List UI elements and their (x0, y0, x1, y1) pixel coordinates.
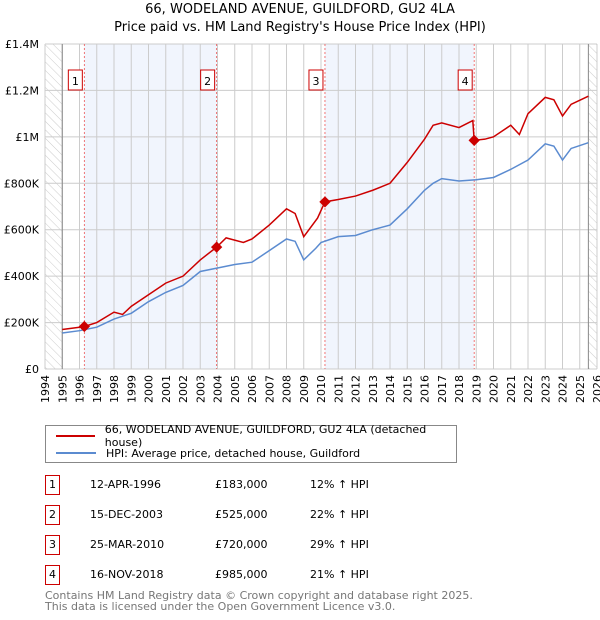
sale-period-shading (324, 44, 475, 369)
sale-number: 3 (45, 535, 60, 555)
legend: 66, WODELAND AVENUE, GUILDFORD, GU2 4LA … (45, 423, 457, 463)
sale-date: 15-DEC-2003 (90, 508, 164, 521)
x-tick-label: 2002 (177, 375, 190, 403)
y-tick-label: £1.2M (5, 84, 39, 97)
sale-row: 1 12-APR-1996 £183,000 12% ↑ HPI (45, 475, 465, 495)
x-tick-label: 2008 (281, 375, 294, 403)
x-tick-label: 2019 (470, 375, 483, 403)
x-tick-label: 1994 (39, 375, 52, 403)
hatched-pre-data (45, 44, 63, 369)
x-tick-label: 2026 (591, 375, 600, 403)
sale-badge (308, 69, 324, 91)
sale-badge-label: 3 (312, 75, 319, 88)
x-tick-label: 2004 (212, 375, 225, 403)
sale-number: 1 (45, 475, 60, 495)
x-tick-label: 2007 (263, 375, 276, 403)
sale-price: £720,000 (215, 538, 268, 551)
x-tick-label: 2022 (522, 375, 535, 403)
x-tick-label: 2003 (194, 375, 207, 403)
sale-number: 4 (45, 565, 60, 585)
x-tick-label: 2025 (574, 375, 587, 403)
sale-badge (67, 69, 83, 91)
sale-hpi-diff: 12% ↑ HPI (310, 478, 369, 491)
legend-label-hpi: HPI: Average price, detached house, Guil… (106, 446, 361, 460)
legend-swatch-property (56, 435, 95, 437)
sale-period-shading (84, 44, 217, 369)
x-tick-label: 2000 (143, 375, 156, 403)
footer: Contains HM Land Registry data © Crown c… (45, 590, 473, 612)
y-tick-label: £0 (25, 363, 39, 376)
chart-title: 66, WODELAND AVENUE, GUILDFORD, GU2 4LA (145, 2, 455, 17)
sale-row: 4 16-NOV-2018 £985,000 21% ↑ HPI (45, 565, 465, 585)
sale-point (468, 134, 480, 146)
sale-number: 2 (45, 505, 60, 525)
x-tick-label: 2005 (229, 375, 242, 403)
x-tick-label: 1995 (56, 375, 69, 403)
footer-line-1: Contains HM Land Registry data © Crown c… (45, 589, 473, 602)
sale-hpi-diff: 21% ↑ HPI (310, 568, 369, 581)
sale-row: 3 25-MAR-2010 £720,000 29% ↑ HPI (45, 535, 465, 555)
sale-price: £183,000 (215, 478, 268, 491)
y-tick-label: £600K (4, 224, 40, 237)
sale-row: 2 15-DEC-2003 £525,000 22% ↑ HPI (45, 505, 465, 525)
x-tick-label: 2016 (419, 375, 432, 403)
sale-hpi-diff: 22% ↑ HPI (310, 508, 369, 521)
x-tick-label: 2006 (246, 375, 259, 403)
legend-swatch-hpi (56, 452, 96, 454)
x-tick-label: 2011 (332, 375, 345, 403)
sale-date: 25-MAR-2010 (90, 538, 165, 551)
sale-badge-label: 2 (204, 75, 211, 88)
sale-badge (200, 69, 216, 91)
x-tick-label: 2001 (160, 375, 173, 403)
x-tick-label: 2017 (436, 375, 449, 403)
sale-point (319, 196, 331, 208)
sale-badge-label: 1 (72, 75, 79, 88)
sale-price: £985,000 (215, 568, 268, 581)
sale-badge (457, 69, 473, 91)
legend-label-property: 66, WODELAND AVENUE, GUILDFORD, GU2 4LA … (104, 423, 427, 449)
y-tick-label: £800K (4, 177, 40, 190)
x-tick-label: 2009 (298, 375, 311, 403)
property-price-line (62, 95, 589, 331)
x-tick-label: 2014 (384, 375, 397, 403)
hatched-post-data (588, 44, 597, 369)
y-tick-label: £400K (4, 270, 40, 283)
chart-subtitle: Price paid vs. HM Land Registry's House … (114, 20, 486, 35)
price-chart: 1994 1995 1996 1997 1998 1999 2000 2001 2002 2003… (4, 38, 600, 403)
hpi-line (62, 141, 589, 334)
x-tick-label: 2021 (505, 375, 518, 403)
y-tick-label: £1M (16, 131, 40, 144)
sale-price: £525,000 (215, 508, 268, 521)
x-tick-label: 2015 (401, 375, 414, 403)
y-tick-label: £200K (4, 317, 40, 330)
x-tick-label: 2013 (367, 375, 380, 403)
x-tick-label: 1998 (108, 375, 121, 403)
x-tick-label: 2023 (539, 375, 552, 403)
sale-badge-label: 4 (462, 75, 469, 88)
y-tick-label: £1.4M (5, 38, 39, 51)
x-tick-label: 2010 (315, 375, 328, 403)
sale-point (210, 241, 223, 253)
x-tick-label: 2012 (350, 375, 363, 403)
x-tick-label: 2020 (488, 375, 501, 403)
sale-hpi-diff: 29% ↑ HPI (310, 538, 369, 551)
x-tick-label: 1996 (74, 375, 87, 403)
sale-date: 16-NOV-2018 (90, 568, 164, 581)
x-tick-label: 1997 (91, 375, 104, 403)
footer-line-2: This data is licensed under the Open Gov… (45, 600, 396, 613)
x-tick-label: 1999 (125, 375, 138, 403)
x-tick-label: 2024 (557, 375, 570, 403)
sale-date: 12-APR-1996 (90, 478, 162, 491)
x-tick-label: 2018 (453, 375, 466, 403)
